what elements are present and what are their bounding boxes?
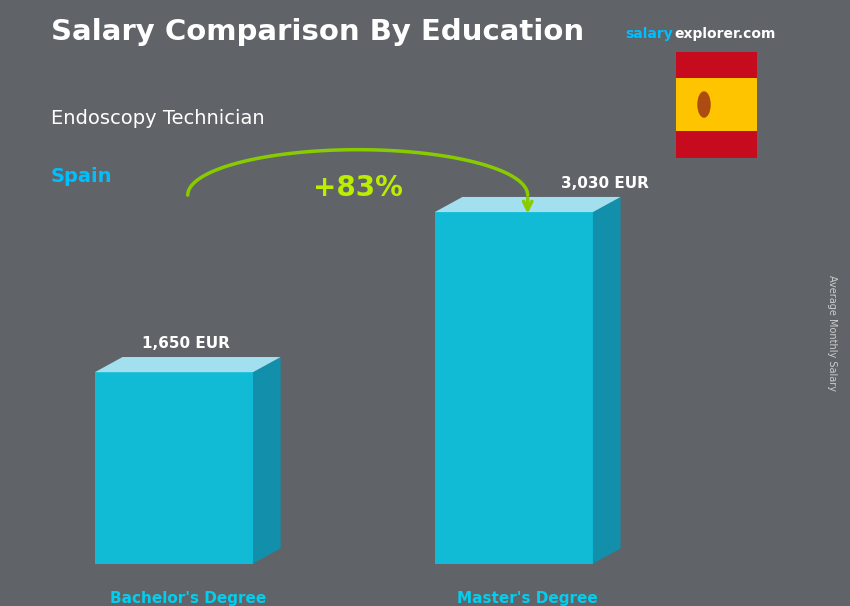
Text: explorer.com: explorer.com	[674, 27, 775, 41]
Polygon shape	[95, 357, 280, 372]
Polygon shape	[435, 197, 620, 212]
Text: salary: salary	[625, 27, 672, 41]
Text: Master's Degree: Master's Degree	[457, 591, 598, 606]
Circle shape	[697, 92, 711, 118]
Polygon shape	[253, 357, 280, 564]
Polygon shape	[435, 212, 593, 564]
Text: Spain: Spain	[51, 167, 112, 185]
Text: Salary Comparison By Education: Salary Comparison By Education	[51, 18, 584, 46]
Bar	[676, 52, 756, 78]
Text: 3,030 EUR: 3,030 EUR	[561, 176, 649, 191]
Text: Endoscopy Technician: Endoscopy Technician	[51, 109, 264, 128]
Text: Average Monthly Salary: Average Monthly Salary	[827, 275, 837, 391]
Text: +83%: +83%	[313, 173, 403, 202]
Polygon shape	[95, 372, 253, 564]
Polygon shape	[593, 197, 620, 564]
Text: 1,650 EUR: 1,650 EUR	[142, 336, 230, 351]
Bar	[676, 131, 756, 158]
Text: Bachelor's Degree: Bachelor's Degree	[110, 591, 266, 606]
Bar	[676, 78, 756, 131]
